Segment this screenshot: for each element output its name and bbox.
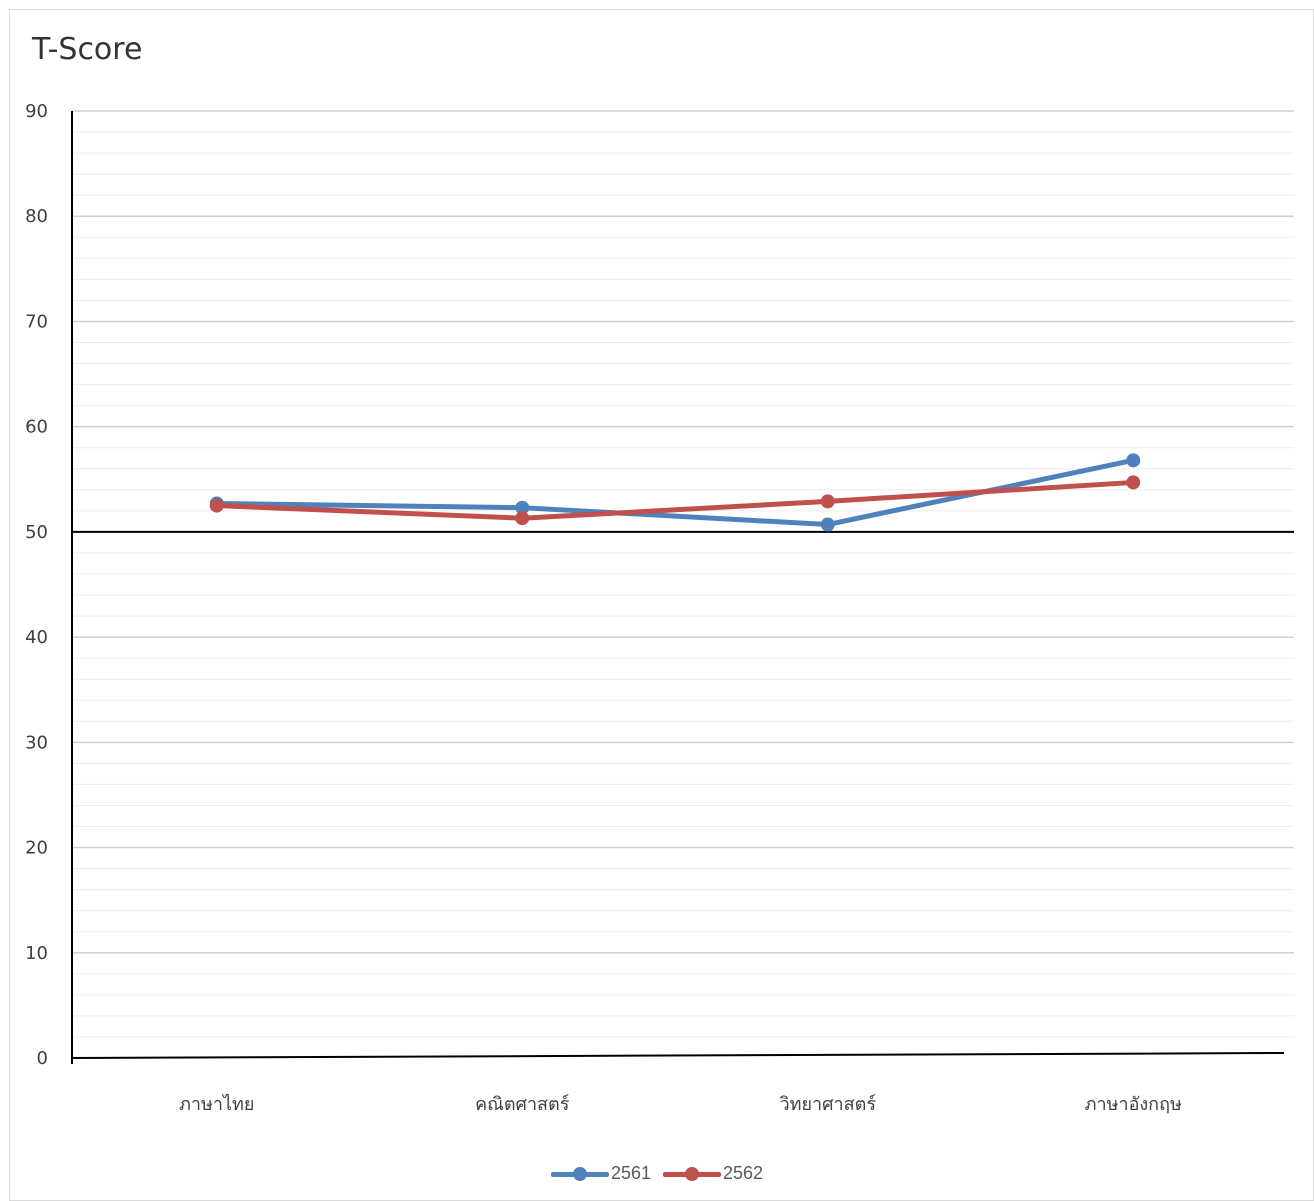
x-tick-label: วิทยาศาสตร์: [779, 1094, 876, 1115]
series-line-2562: [214, 479, 1136, 521]
y-tick-label: 20: [25, 838, 48, 859]
data-point: [209, 498, 224, 513]
legend-swatch-2561: [550, 1166, 609, 1181]
chart-frame: [9, 9, 1314, 1201]
chart-title: T-Score: [32, 32, 143, 67]
y-tick-label: 70: [25, 311, 48, 332]
legend: 2561 2562: [0, 1163, 1314, 1184]
data-point: [820, 494, 835, 509]
legend-label-2561: 2561: [610, 1163, 651, 1183]
y-tick-label: 80: [25, 206, 48, 227]
series-2562: [209, 475, 1141, 526]
data-point: [1126, 475, 1141, 490]
y-tick-label: 0: [37, 1048, 48, 1069]
y-tick-label: 30: [25, 732, 48, 753]
y-tick-label: 40: [25, 627, 48, 648]
legend-item-2562: 2562: [663, 1163, 763, 1184]
x-tick-label: ภาษาอังกฤษ: [1085, 1094, 1182, 1115]
x-axis-line: [71, 1052, 1285, 1059]
y-tick-label: 90: [25, 101, 48, 122]
x-tick-label: ภาษาไทย: [179, 1093, 254, 1115]
y-tick-labels: 0 10 20 30 40 50 60 70 80 90: [25, 101, 48, 1069]
series: [209, 453, 1141, 532]
y-tick-label: 10: [25, 943, 48, 964]
x-tick-label: คณิตศาสตร์: [475, 1094, 570, 1115]
data-point: [1126, 453, 1141, 468]
data-point: [820, 517, 835, 532]
data-point: [515, 511, 530, 526]
data-point: [515, 500, 530, 515]
legend-item-2561: 2561: [550, 1163, 651, 1184]
gridlines: [72, 110, 1294, 1038]
y-tick-label: 60: [25, 417, 48, 438]
x-tick-labels: ภาษาไทย คณิตศาสตร์ วิทยาศาสตร์ ภาษาอังกฤษ: [179, 1093, 1182, 1115]
legend-swatch-2562: [663, 1166, 721, 1181]
y-tick-label: 50: [25, 522, 48, 543]
axes: [71, 111, 1294, 1064]
legend-label-2562: 2562: [723, 1163, 764, 1183]
